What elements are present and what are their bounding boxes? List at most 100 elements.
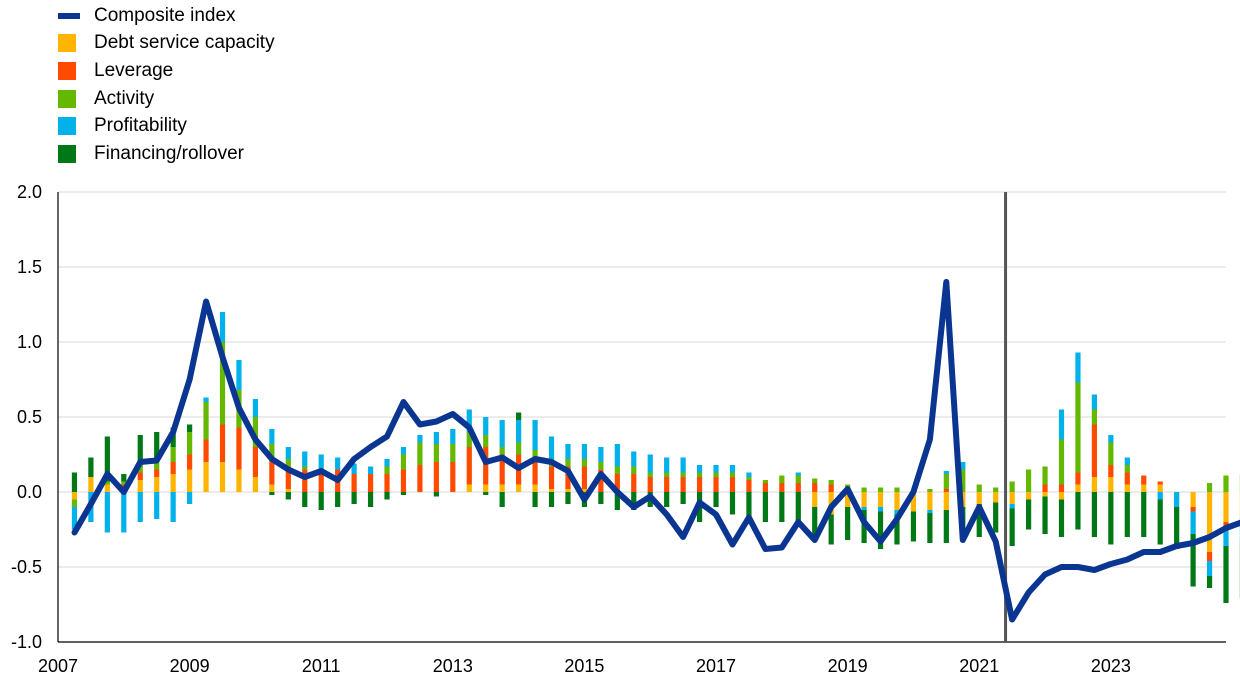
bar-financing <box>1009 508 1015 546</box>
bar-financing <box>1174 507 1180 549</box>
bar-financing <box>187 424 193 432</box>
bar-debt <box>1190 492 1196 507</box>
bar-debt <box>943 492 949 510</box>
bar-leverage <box>483 447 489 485</box>
bar-profitability <box>598 447 604 462</box>
bar-activity <box>466 432 472 447</box>
bar-activity <box>713 472 719 477</box>
bar-debt <box>1223 492 1229 522</box>
bar-leverage <box>1190 507 1196 512</box>
xtick-label: 2013 <box>433 656 473 676</box>
legend-label-debt: Debt service capacity <box>94 32 275 54</box>
bar-leverage <box>1124 472 1130 485</box>
bar-financing <box>499 492 505 507</box>
bar-profitability <box>1190 511 1196 534</box>
bar-leverage <box>154 469 160 477</box>
bar-profitability <box>203 397 209 402</box>
bar-debt <box>1108 477 1114 492</box>
bar-profitability <box>647 454 653 473</box>
bar-profitability <box>71 507 78 530</box>
bar-profitability <box>1058 409 1065 440</box>
bar-activity <box>400 454 407 470</box>
bar-debt <box>1124 484 1130 492</box>
bar-profitability <box>137 492 143 522</box>
legend-label-leverage: Leverage <box>94 59 174 81</box>
bar-debt <box>219 462 226 492</box>
bar-financing <box>335 492 341 507</box>
bar-debt <box>1075 484 1081 492</box>
xtick-label: 2007 <box>38 656 78 676</box>
legend-swatch-profitability <box>58 117 76 136</box>
bar-debt <box>861 492 867 507</box>
bar-leverage <box>943 489 949 492</box>
xtick-label: 2015 <box>564 656 604 676</box>
bar-leverage <box>664 477 670 492</box>
bar-financing <box>795 492 801 522</box>
bar-debt <box>927 492 933 510</box>
bar-leverage <box>614 474 620 492</box>
bar-leverage <box>285 466 291 489</box>
bar-activity <box>1108 442 1114 465</box>
bar-debt <box>483 484 489 492</box>
bar-financing <box>1206 576 1213 588</box>
bar-financing <box>1091 492 1097 537</box>
bar-activity <box>1009 481 1015 492</box>
bar-activity <box>71 499 78 507</box>
bar-financing <box>1223 546 1229 603</box>
bar-activity <box>269 444 275 462</box>
bar-leverage <box>828 484 834 492</box>
bar-profitability <box>483 417 489 435</box>
bar-activity <box>285 459 291 467</box>
bar-profitability <box>384 459 390 467</box>
bar-profitability <box>894 510 900 515</box>
bar-debt <box>71 492 78 500</box>
bar-debt <box>812 492 818 507</box>
bar-activity <box>631 466 637 474</box>
bar-activity <box>647 472 653 477</box>
xtick-label: 2019 <box>828 656 868 676</box>
bar-activity <box>614 466 620 474</box>
ytick-label: 1.0 <box>17 332 42 352</box>
bar-financing <box>779 492 785 522</box>
bar-profitability <box>367 466 374 474</box>
bar-profitability <box>121 492 127 533</box>
bar-debt <box>154 477 160 492</box>
bar-profitability <box>187 492 193 504</box>
bar-financing <box>746 492 752 522</box>
bar-financing <box>384 492 390 500</box>
bar-leverage <box>1206 552 1213 561</box>
bar-debt <box>285 489 291 492</box>
bar-activity <box>1223 475 1229 492</box>
bar-activity <box>384 466 390 474</box>
bar-activity <box>252 417 259 447</box>
bar-activity <box>1042 466 1048 485</box>
bar-financing <box>845 507 851 540</box>
bar-profitability <box>318 454 324 470</box>
bar-profitability <box>170 492 176 522</box>
bar-debt <box>894 492 900 510</box>
bar-activity <box>433 444 439 462</box>
bar-profitability <box>713 465 719 473</box>
bar-profitability <box>433 432 439 444</box>
bar-debt <box>203 462 209 492</box>
bar-profitability <box>548 436 555 459</box>
bar-debt <box>1157 484 1163 492</box>
bar-leverage <box>812 483 818 492</box>
bar-activity <box>104 481 110 485</box>
composite-index-line <box>71 279 1240 623</box>
bar-leverage <box>351 474 357 492</box>
bar-profitability <box>565 444 571 459</box>
bar-leverage <box>1141 475 1147 485</box>
bar-activity <box>450 444 456 462</box>
bar-leverage <box>647 477 653 492</box>
bar-leverage <box>1042 484 1048 492</box>
legend-swatch-debt <box>58 34 76 53</box>
bar-financing <box>910 511 917 542</box>
bar-activity <box>696 472 703 477</box>
bar-activity <box>598 462 604 470</box>
bar-financing <box>976 504 982 537</box>
bar-activity <box>746 477 752 480</box>
bar-activity <box>729 472 736 477</box>
bar-activity <box>779 475 785 483</box>
legend-label-profitability: Profitability <box>94 115 187 137</box>
